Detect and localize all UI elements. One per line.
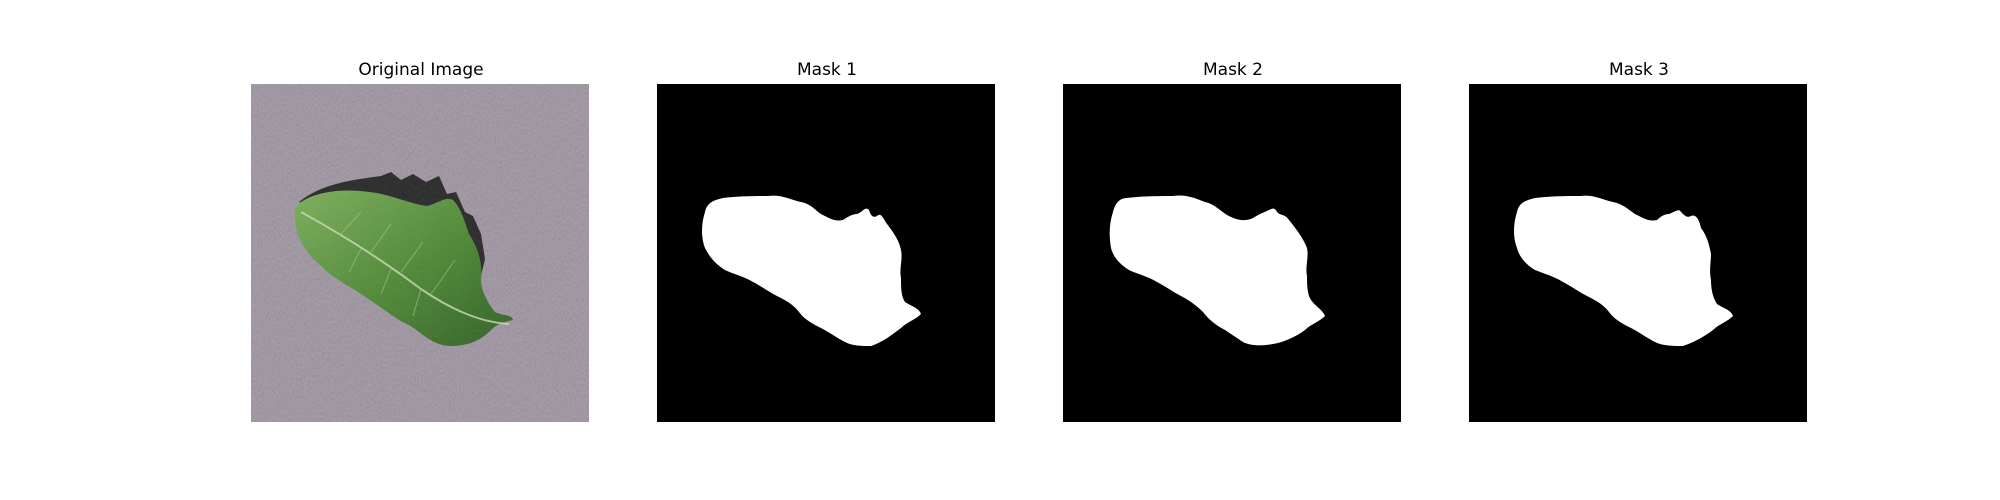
mask-2-panel: Mask 2 xyxy=(1063,58,1403,428)
leaf-vein xyxy=(300,211,510,325)
mask-1-panel: Mask 1 xyxy=(657,58,997,428)
mask-2-image xyxy=(1063,84,1401,422)
mask-region xyxy=(702,195,921,346)
panel-title: Mask 2 xyxy=(1202,60,1263,80)
mask-3-panel: Mask 3 xyxy=(1469,58,1809,428)
panel-title: Original Image xyxy=(358,60,484,80)
mask-region xyxy=(1514,195,1733,346)
mask-1-image xyxy=(657,84,995,422)
leaf-vein xyxy=(340,211,456,317)
panel-title: Mask 1 xyxy=(796,60,857,80)
original-image xyxy=(251,84,589,422)
mask-region xyxy=(1109,195,1325,346)
panel-title: Mask 3 xyxy=(1608,60,1669,80)
original-image-panel: Original Image xyxy=(251,58,591,428)
mask-3-image xyxy=(1469,84,1807,422)
